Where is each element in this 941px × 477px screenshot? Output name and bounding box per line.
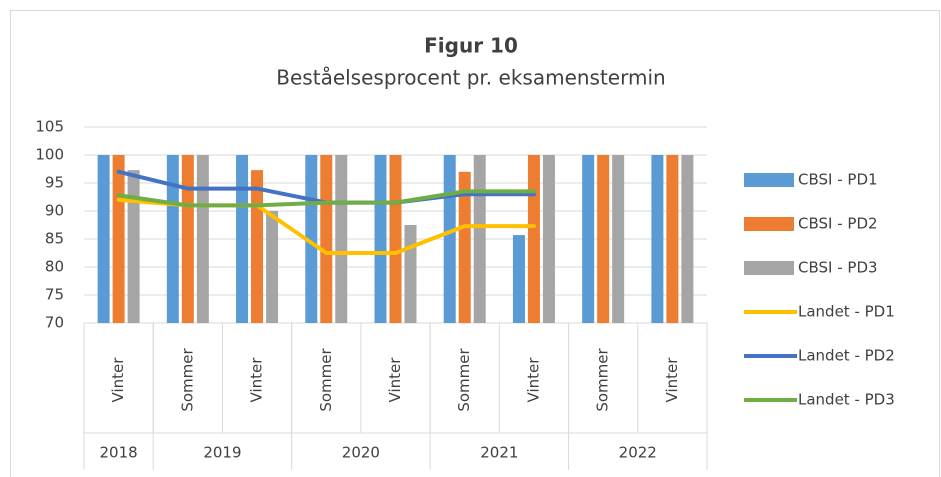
bar <box>181 155 194 323</box>
bar <box>443 155 456 323</box>
y-tick-label: 105 <box>35 118 64 136</box>
chart-title: Figur 10 <box>424 34 518 58</box>
x-tick-label: Vinter <box>248 357 266 403</box>
bar <box>458 171 471 323</box>
bar <box>473 155 486 323</box>
line <box>116 189 536 208</box>
bar <box>236 155 249 323</box>
bar <box>374 155 387 323</box>
x-tick-label: Vinter <box>109 357 127 403</box>
chart-subtitle: Beståelsesprocent pr. eksamenstermin <box>276 66 665 90</box>
bar <box>681 155 694 323</box>
legend-label: CBSI - PD2 <box>798 215 878 233</box>
bar <box>389 155 402 323</box>
group-label: 2018 <box>100 444 138 462</box>
bar <box>127 170 140 323</box>
y-tick-label: 70 <box>45 314 64 332</box>
legend-label: CBSI - PD1 <box>798 171 878 189</box>
bar <box>404 225 417 323</box>
x-tick-label: Sommer <box>455 348 473 412</box>
bar <box>597 155 610 323</box>
legend-swatch <box>744 261 794 275</box>
x-tick-label: Vinter <box>524 357 542 403</box>
y-tick-label: 85 <box>45 230 64 248</box>
legend-label: Landet - PD3 <box>798 391 895 409</box>
bar <box>266 211 279 323</box>
y-tick-label: 95 <box>45 174 64 192</box>
bar <box>112 155 125 323</box>
x-tick-label: Sommer <box>178 348 196 412</box>
legend-label: Landet - PD2 <box>798 347 895 365</box>
bar <box>166 155 179 323</box>
bar <box>612 155 625 323</box>
bar <box>666 155 679 323</box>
x-tick-label: Sommer <box>594 348 612 412</box>
legend-label: Landet - PD1 <box>798 303 895 321</box>
bar <box>251 170 264 323</box>
bar <box>196 155 209 323</box>
group-label: 2019 <box>203 444 241 462</box>
bar <box>651 155 664 323</box>
bar <box>512 235 525 323</box>
y-tick-label: 100 <box>35 146 64 164</box>
bar <box>542 155 555 323</box>
legend-swatch <box>744 173 794 187</box>
x-tick-label: Vinter <box>386 357 404 403</box>
bar <box>320 155 333 323</box>
legend-swatch <box>744 217 794 231</box>
group-label: 2021 <box>480 444 518 462</box>
bar <box>97 155 110 323</box>
bar <box>335 155 348 323</box>
bar <box>527 155 540 323</box>
group-label: 2022 <box>619 444 657 462</box>
bar <box>582 155 595 323</box>
x-tick-label: Vinter <box>663 357 681 403</box>
y-tick-label: 75 <box>45 286 64 304</box>
legend-label: CBSI - PD3 <box>798 259 878 277</box>
x-tick-label: Sommer <box>317 348 335 412</box>
y-tick-label: 90 <box>45 202 64 220</box>
y-tick-label: 80 <box>45 258 64 276</box>
group-label: 2020 <box>342 444 380 462</box>
